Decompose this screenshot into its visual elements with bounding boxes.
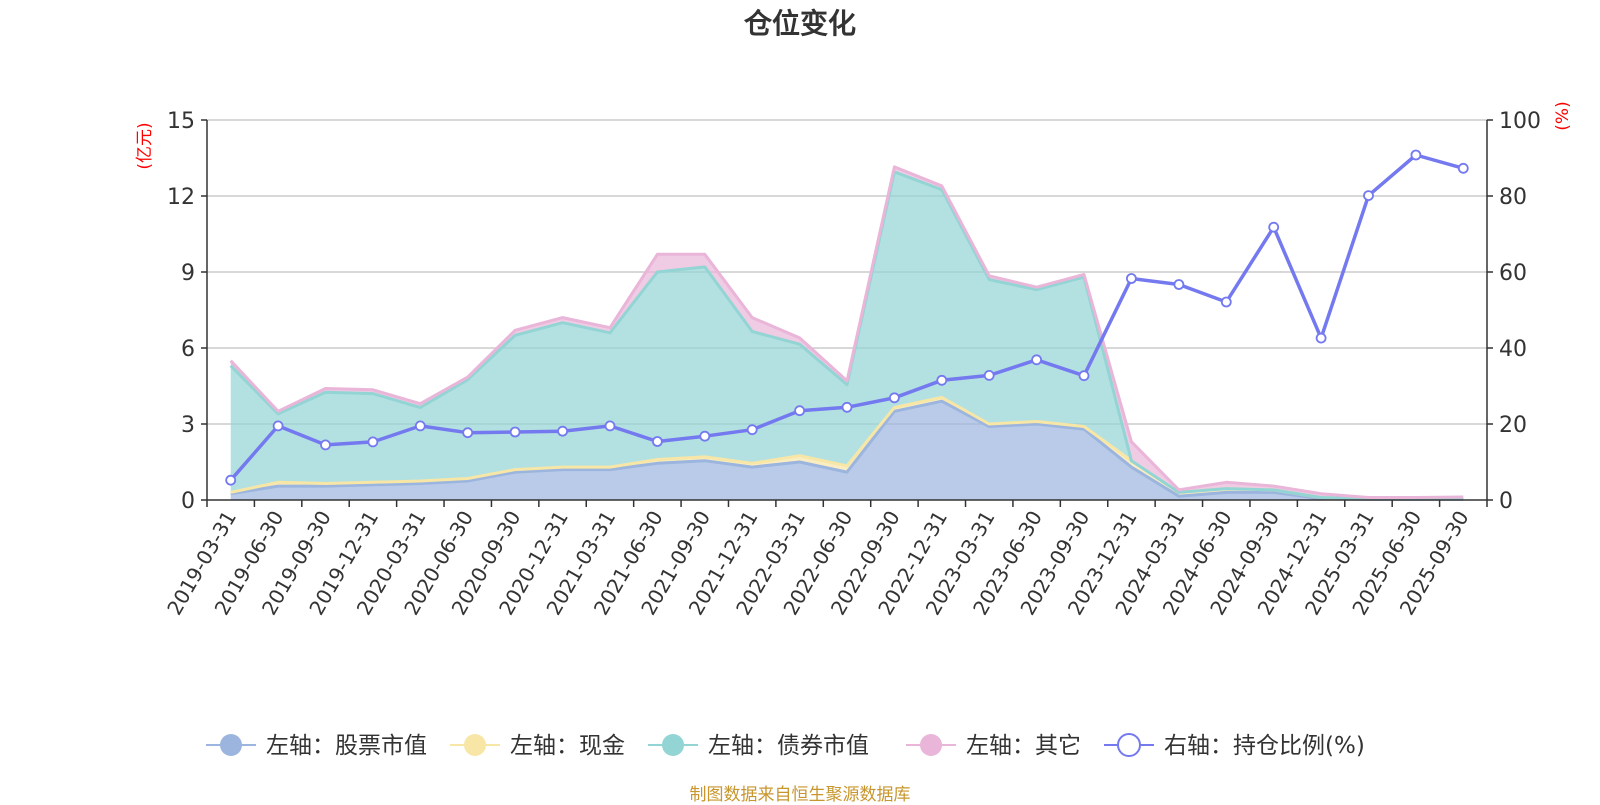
holding-ratio-point bbox=[367, 436, 379, 448]
holding-ratio-point bbox=[320, 439, 331, 451]
legend-marker bbox=[1117, 733, 1141, 757]
y-left-tick-label: 0 bbox=[181, 489, 195, 514]
holding-ratio-point bbox=[272, 420, 284, 432]
area-series-line bbox=[230, 399, 1464, 501]
y-right-tick-label: 40 bbox=[1499, 337, 1527, 362]
legend-item-label: 右轴：持仓比例(%) bbox=[1164, 733, 1365, 759]
y-left-tick-label: 3 bbox=[181, 413, 195, 438]
area-series-line bbox=[229, 170, 1464, 501]
y-left-tick-label: 12 bbox=[167, 185, 195, 210]
legend-item-label: 左轴：其它 bbox=[966, 733, 1081, 759]
holding-ratio-point bbox=[1315, 332, 1327, 344]
holding-ratio-point bbox=[983, 369, 995, 381]
holding-ratio-point bbox=[841, 401, 853, 413]
holding-ratio-point bbox=[652, 436, 663, 447]
legend-marker bbox=[920, 734, 942, 756]
holding-ratio-point bbox=[1078, 370, 1090, 382]
y-left-tick-label: 6 bbox=[181, 337, 195, 362]
holding-ratio-point bbox=[936, 374, 948, 386]
y-right-tick-label: 80 bbox=[1499, 185, 1527, 210]
holding-ratio-point bbox=[462, 427, 474, 439]
data-source-note: 制图数据来自恒生聚源数据库 bbox=[689, 785, 911, 805]
holding-ratio-point bbox=[1268, 221, 1280, 233]
legend-item-label: 左轴：现金 bbox=[510, 733, 625, 759]
area-series bbox=[230, 171, 1464, 499]
area-series-line bbox=[229, 165, 1464, 499]
left-axis-unit-label: (亿元) bbox=[135, 122, 155, 169]
holding-ratio-point bbox=[794, 405, 805, 417]
area-series bbox=[230, 401, 1464, 500]
y-left-tick-label: 9 bbox=[181, 261, 195, 286]
legend-item-label: 左轴：股票市值 bbox=[266, 733, 427, 759]
holding-ratio-point bbox=[1363, 190, 1374, 202]
y-left-tick-label: 15 bbox=[167, 109, 195, 134]
y-right-tick-label: 0 bbox=[1499, 489, 1513, 514]
holding-ratio-point bbox=[1031, 354, 1042, 366]
legend-marker bbox=[464, 734, 486, 756]
holding-ratio-point bbox=[509, 426, 521, 438]
y-right-tick-label: 60 bbox=[1499, 261, 1527, 286]
holding-ratio-point bbox=[1410, 149, 1422, 161]
holding-ratio-point bbox=[604, 420, 616, 432]
holding-ratio-point bbox=[1220, 296, 1232, 308]
holding-ratio-point bbox=[699, 430, 711, 442]
holding-ratio-point bbox=[1173, 279, 1185, 290]
holding-ratio-point bbox=[1457, 162, 1469, 174]
legend-item-label: 左轴：债券市值 bbox=[708, 733, 869, 759]
holding-ratio-point bbox=[889, 392, 900, 404]
chart-title: 仓位变化 bbox=[743, 7, 856, 40]
legend-marker bbox=[662, 734, 684, 756]
y-right-tick-label: 100 bbox=[1499, 109, 1541, 134]
right-axis-unit-label: (%) bbox=[1553, 101, 1573, 130]
legend-marker bbox=[220, 734, 242, 756]
holding-ratio-point bbox=[1126, 273, 1137, 284]
holding-ratio-point bbox=[746, 424, 758, 436]
holding-ratio-point bbox=[225, 474, 237, 486]
y-right-tick-label: 20 bbox=[1499, 413, 1527, 438]
holding-ratio-point bbox=[557, 425, 568, 437]
holding-ratio-point bbox=[414, 420, 426, 432]
